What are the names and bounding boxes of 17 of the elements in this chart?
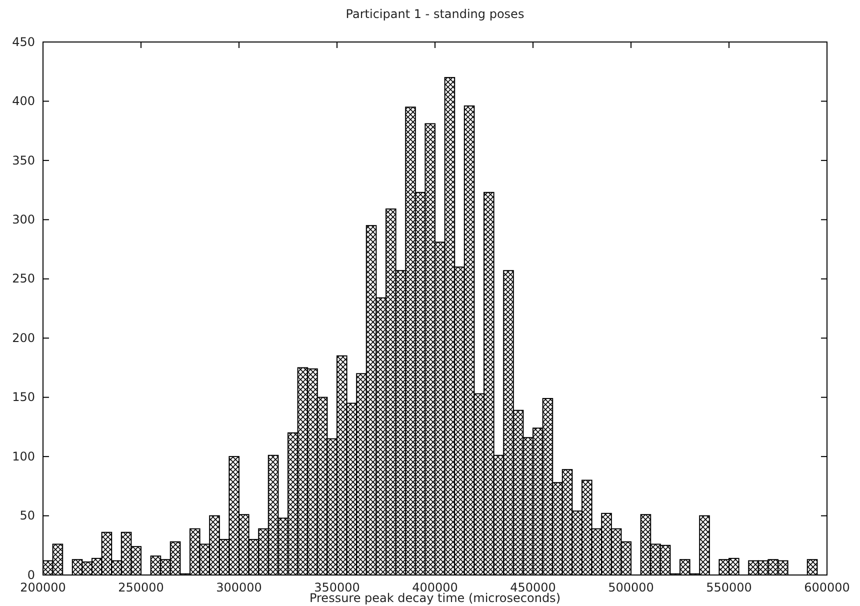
chart-title: Participant 1 - standing poses (346, 7, 524, 21)
y-tick-label: 450 (12, 34, 35, 49)
x-tick-label: 500000 (608, 580, 654, 595)
y-tick-label: 300 (12, 212, 35, 227)
y-tick-label: 400 (12, 94, 35, 108)
x-tick-label: 550000 (706, 580, 752, 595)
x-tick-label: 200000 (20, 580, 66, 595)
y-tick-label: 200 (12, 330, 35, 345)
x-tick-label: 300000 (216, 580, 262, 595)
y-tick-label: 150 (12, 390, 35, 404)
y-tick-label: 250 (12, 272, 35, 286)
x-tick-label: 600000 (804, 580, 850, 595)
y-tick-label: 350 (12, 153, 35, 168)
y-tick-label: 100 (12, 449, 35, 464)
y-tick-label: 50 (20, 508, 35, 523)
y-tick-label: 0 (27, 568, 35, 582)
x-tick-label: 250000 (118, 580, 164, 595)
